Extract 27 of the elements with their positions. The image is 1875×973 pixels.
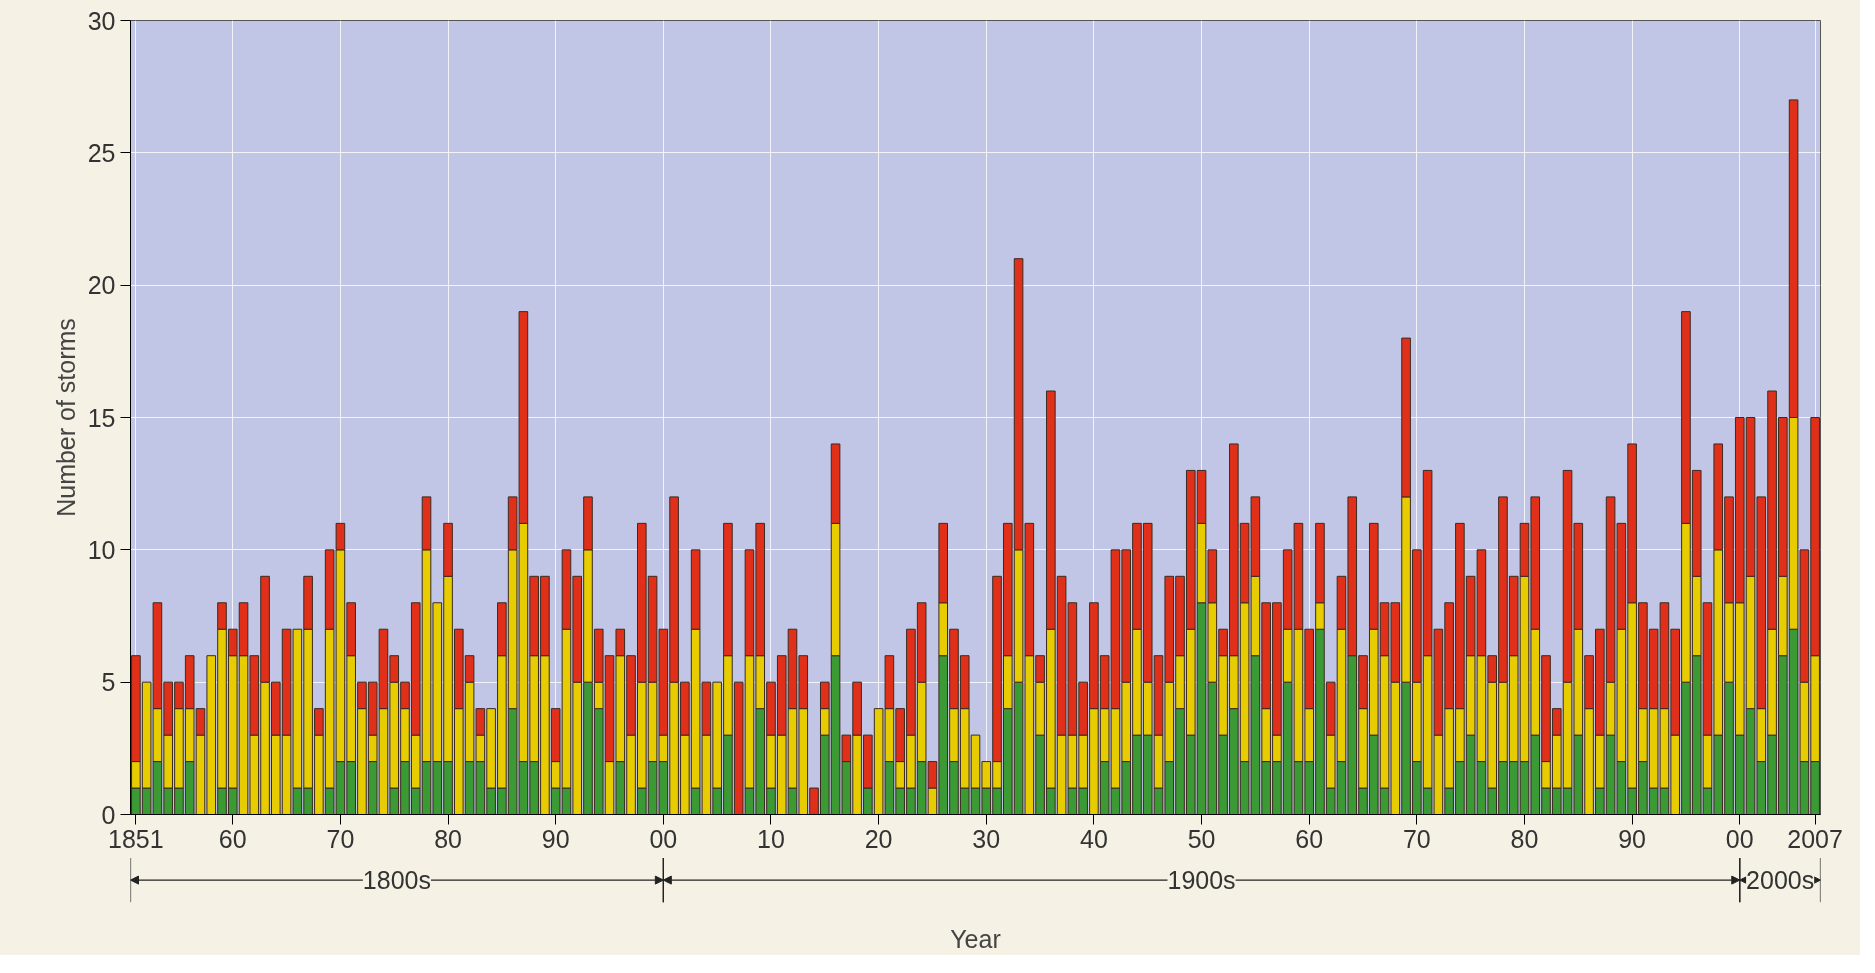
text: 1900s xyxy=(1167,866,1236,895)
y-tick-label: 10 xyxy=(87,535,116,564)
y-tick-label: 20 xyxy=(87,271,116,300)
x-tick-label: 30 xyxy=(972,824,1001,853)
x-tick-label: 70 xyxy=(1402,824,1431,853)
x-tick-label: 90 xyxy=(541,824,570,853)
x-tick-label: 00 xyxy=(1725,824,1754,853)
x-tick-label: 20 xyxy=(864,824,893,853)
x-tick-label: 2007 xyxy=(1787,824,1843,853)
x-axis-title: Year xyxy=(950,924,1001,953)
y-tick-label: 25 xyxy=(87,138,116,167)
y-axis-title: Number of storms xyxy=(51,318,80,517)
y-tick-label: 5 xyxy=(101,668,116,697)
x-tick-label: 90 xyxy=(1618,824,1647,853)
x-tick-label: 50 xyxy=(1187,824,1216,853)
text: 2000s xyxy=(1746,866,1815,895)
x-tick-label: 40 xyxy=(1080,824,1108,853)
y-tick-label: 15 xyxy=(87,403,116,432)
x-tick-label: 80 xyxy=(434,824,462,853)
x-tick-label: 00 xyxy=(649,824,678,853)
x-tick-label: 60 xyxy=(1295,824,1324,853)
text: 1800s xyxy=(362,866,431,895)
y-tick-label: 30 xyxy=(87,6,116,35)
x-tick-label: 80 xyxy=(1510,824,1539,853)
x-tick-label: 10 xyxy=(757,824,785,853)
x-tick-label: 60 xyxy=(218,824,247,853)
x-tick-label: 70 xyxy=(326,824,355,853)
